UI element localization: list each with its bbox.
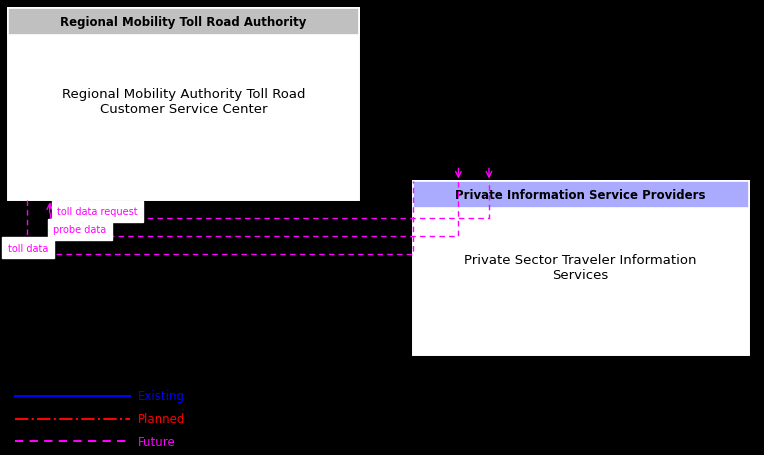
Text: Regional Mobility Authority Toll Road
Customer Service Center: Regional Mobility Authority Toll Road Cu… [62,87,305,116]
Text: Planned: Planned [138,412,185,425]
Text: probe data: probe data [53,225,107,235]
Bar [413,182,749,208]
Text: Private Sector Traveler Information
Services: Private Sector Traveler Information Serv… [465,253,697,281]
Text: Future: Future [138,435,175,448]
Bar [8,9,359,200]
Text: Existing: Existing [138,389,185,402]
Bar [413,182,749,355]
Bar [8,9,359,35]
Bar [413,182,749,355]
Text: Regional Mobility Toll Road Authority: Regional Mobility Toll Road Authority [60,16,306,29]
Text: Private Information Service Providers: Private Information Service Providers [455,189,706,202]
Text: toll data request: toll data request [57,207,138,217]
Bar [8,9,359,200]
Text: toll data: toll data [8,243,48,253]
